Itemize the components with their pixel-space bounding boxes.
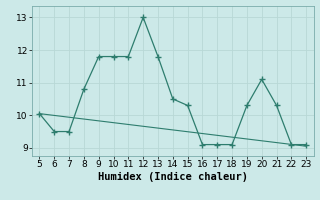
X-axis label: Humidex (Indice chaleur): Humidex (Indice chaleur) <box>98 172 248 182</box>
